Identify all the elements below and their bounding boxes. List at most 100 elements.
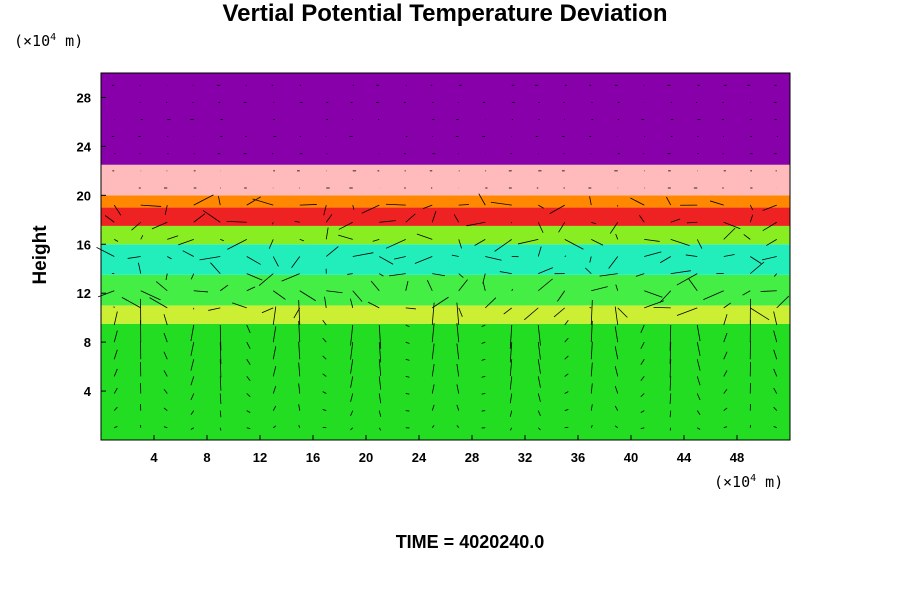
wind-vector bbox=[766, 239, 777, 246]
wind-vector bbox=[696, 324, 701, 342]
wind-vector bbox=[773, 425, 777, 429]
wind-vector bbox=[164, 205, 168, 216]
wind-vector bbox=[104, 215, 115, 223]
wind-vector bbox=[272, 405, 277, 411]
wind-vector bbox=[478, 193, 486, 206]
wind-vector bbox=[509, 427, 513, 431]
wind-vector bbox=[669, 410, 672, 418]
wind-vector bbox=[773, 330, 778, 343]
wind-vector bbox=[431, 323, 435, 343]
wind-vector bbox=[590, 404, 593, 411]
wind-vector bbox=[773, 311, 778, 326]
wind-vector bbox=[776, 295, 790, 309]
wind-vector bbox=[538, 267, 554, 274]
wind-vector bbox=[696, 239, 703, 249]
wind-vector bbox=[669, 376, 672, 391]
wind-vector bbox=[298, 362, 301, 377]
wind-vector bbox=[458, 273, 464, 278]
wind-vector bbox=[669, 359, 672, 378]
wind-vector bbox=[709, 200, 724, 206]
wind-vector bbox=[246, 324, 251, 333]
wind-vector bbox=[537, 246, 542, 257]
wind-vector bbox=[293, 307, 301, 319]
y-tick-label: 8 bbox=[84, 335, 91, 350]
wind-vector bbox=[405, 324, 410, 327]
heatmap-band-0 bbox=[101, 323, 790, 440]
wind-vector bbox=[524, 307, 539, 321]
wind-vector bbox=[414, 256, 433, 264]
wind-vector bbox=[389, 273, 406, 277]
wind-vector bbox=[378, 342, 382, 363]
wind-vector bbox=[210, 262, 221, 274]
wind-vector bbox=[298, 320, 301, 343]
wind-vector bbox=[590, 362, 593, 377]
wind-vector bbox=[193, 290, 208, 293]
wind-vector bbox=[537, 427, 541, 431]
wind-vector bbox=[261, 307, 274, 314]
wind-vector bbox=[326, 290, 343, 294]
wind-vector bbox=[431, 404, 435, 411]
wind-vector bbox=[564, 426, 569, 429]
wind-vector bbox=[484, 297, 497, 309]
wind-vector bbox=[272, 385, 277, 394]
heatmap-band-2 bbox=[101, 274, 790, 306]
wind-vector bbox=[669, 342, 672, 365]
wind-vector bbox=[644, 290, 663, 298]
wind-vector bbox=[669, 324, 672, 351]
wind-vector bbox=[246, 273, 263, 281]
wind-vector bbox=[614, 346, 619, 360]
wind-vector bbox=[378, 324, 382, 349]
wind-vector bbox=[163, 407, 168, 411]
y-tick-label: 12 bbox=[77, 286, 91, 301]
wind-vector bbox=[219, 427, 222, 431]
wind-vector bbox=[482, 281, 486, 291]
wind-vector bbox=[481, 324, 486, 327]
wind-vector bbox=[509, 324, 513, 349]
wind-vectors bbox=[96, 84, 790, 431]
wind-vector bbox=[163, 388, 168, 394]
wind-vector bbox=[456, 384, 460, 394]
wind-vector bbox=[723, 332, 728, 343]
wind-vector bbox=[405, 213, 416, 223]
wind-vector bbox=[509, 410, 513, 417]
wind-vector bbox=[659, 290, 672, 303]
wind-vector bbox=[405, 375, 410, 378]
wind-vector bbox=[299, 204, 317, 206]
wind-vector bbox=[338, 234, 353, 240]
y-tick-label: 28 bbox=[77, 90, 91, 105]
wind-vector bbox=[590, 341, 593, 360]
wind-vector bbox=[246, 427, 251, 429]
wind-vector bbox=[762, 221, 777, 232]
wind-vector bbox=[218, 196, 221, 206]
wind-vector bbox=[385, 203, 406, 206]
wind-vector bbox=[323, 205, 327, 216]
wind-vector bbox=[773, 368, 778, 377]
wind-vector bbox=[686, 221, 698, 224]
wind-vector bbox=[503, 307, 512, 315]
wind-vector bbox=[272, 306, 277, 326]
wind-vector bbox=[140, 290, 161, 301]
wind-vector bbox=[113, 349, 118, 360]
wind-vector bbox=[456, 404, 460, 411]
wind-vector bbox=[219, 324, 222, 351]
wind-vector bbox=[431, 425, 435, 429]
wind-vector bbox=[564, 239, 584, 250]
wind-vector bbox=[615, 233, 619, 240]
wind-vector bbox=[114, 425, 118, 429]
wind-vector bbox=[114, 239, 119, 242]
wind-vector bbox=[298, 424, 301, 428]
wind-vector bbox=[246, 393, 251, 397]
wind-vector bbox=[723, 351, 728, 360]
wind-vector bbox=[688, 278, 698, 291]
wind-vector bbox=[352, 290, 363, 302]
wind-vector bbox=[614, 326, 619, 343]
wind-vector bbox=[350, 376, 354, 388]
wind-vector bbox=[199, 256, 221, 261]
wind-vector bbox=[350, 359, 354, 374]
wind-vector bbox=[670, 238, 690, 246]
wind-vector bbox=[537, 324, 541, 346]
wind-vector bbox=[749, 204, 754, 211]
wind-vector bbox=[426, 279, 433, 291]
wind-vector bbox=[615, 284, 619, 291]
wind-vector bbox=[219, 342, 222, 365]
